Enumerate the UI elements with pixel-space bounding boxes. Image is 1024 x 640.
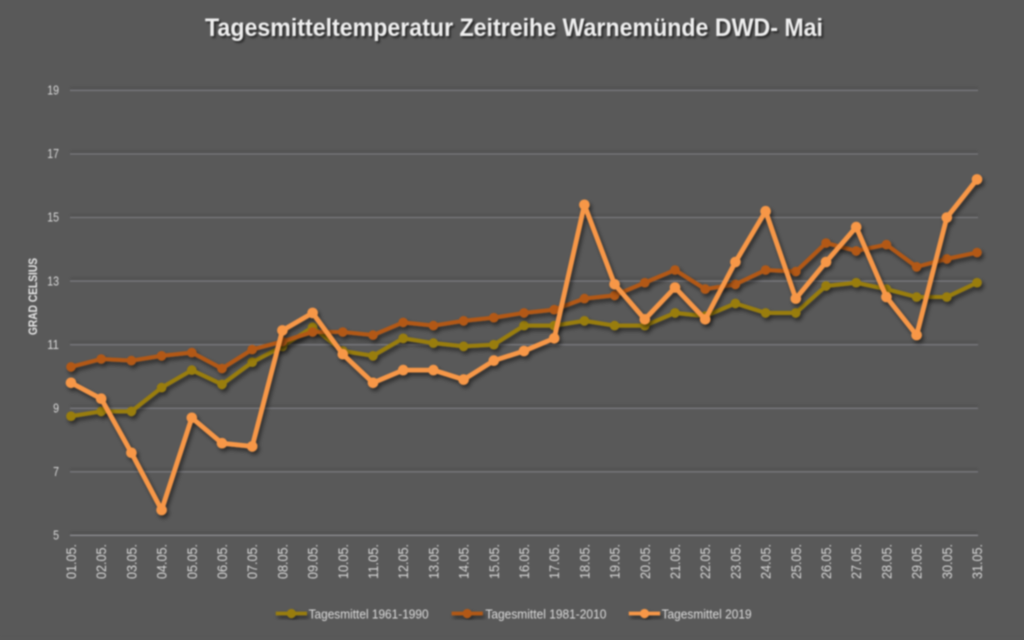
svg-text:19.05.: 19.05.: [608, 544, 623, 579]
svg-text:14.05.: 14.05.: [457, 544, 472, 579]
svg-text:7: 7: [53, 465, 59, 479]
svg-text:18.05.: 18.05.: [577, 544, 592, 579]
svg-text:27.05.: 27.05.: [849, 544, 864, 579]
svg-text:21.05.: 21.05.: [668, 544, 683, 579]
svg-text:31.05.: 31.05.: [970, 544, 985, 579]
svg-text:25.05.: 25.05.: [789, 544, 804, 579]
svg-text:Tagesmittel 2019: Tagesmittel 2019: [662, 607, 752, 622]
svg-text:GRAD CELSIUS: GRAD CELSIUS: [28, 258, 40, 335]
svg-text:Tagesmitteltemperatur Zeitreih: Tagesmitteltemperatur Zeitreihe Warnemün…: [205, 14, 823, 42]
svg-text:06.05.: 06.05.: [215, 544, 230, 579]
svg-text:09.05.: 09.05.: [306, 544, 321, 579]
svg-text:29.05.: 29.05.: [910, 544, 925, 579]
svg-text:05.05.: 05.05.: [185, 544, 200, 579]
svg-text:22.05.: 22.05.: [698, 544, 713, 579]
svg-text:08.05.: 08.05.: [275, 544, 290, 579]
svg-text:07.05.: 07.05.: [245, 544, 260, 579]
svg-text:10.05.: 10.05.: [336, 544, 351, 579]
svg-text:Tagesmittel 1961-1990: Tagesmittel 1961-1990: [309, 607, 429, 622]
svg-text:16.05.: 16.05.: [517, 544, 532, 579]
svg-text:15.05.: 15.05.: [487, 544, 502, 579]
svg-text:03.05.: 03.05.: [124, 544, 139, 579]
svg-text:5: 5: [53, 529, 59, 543]
svg-text:26.05.: 26.05.: [819, 544, 834, 579]
svg-text:04.05.: 04.05.: [155, 544, 170, 579]
svg-text:13.05.: 13.05.: [426, 544, 441, 579]
svg-text:28.05.: 28.05.: [879, 544, 894, 579]
svg-text:13: 13: [47, 274, 59, 288]
svg-text:17: 17: [47, 147, 59, 161]
svg-text:12.05.: 12.05.: [396, 544, 411, 579]
svg-text:11: 11: [47, 338, 59, 352]
svg-text:02.05.: 02.05.: [94, 544, 109, 579]
svg-text:01.05.: 01.05.: [64, 544, 79, 579]
svg-text:24.05.: 24.05.: [759, 544, 774, 579]
svg-text:15: 15: [47, 211, 59, 225]
svg-text:20.05.: 20.05.: [638, 544, 653, 579]
svg-text:30.05.: 30.05.: [940, 544, 955, 579]
svg-text:9: 9: [53, 402, 59, 416]
svg-text:19: 19: [47, 84, 59, 98]
svg-text:11.05.: 11.05.: [366, 544, 381, 579]
svg-text:23.05.: 23.05.: [728, 544, 743, 579]
svg-text:17.05.: 17.05.: [547, 544, 562, 579]
svg-text:Tagesmittel 1981-2010: Tagesmittel 1981-2010: [485, 607, 606, 622]
